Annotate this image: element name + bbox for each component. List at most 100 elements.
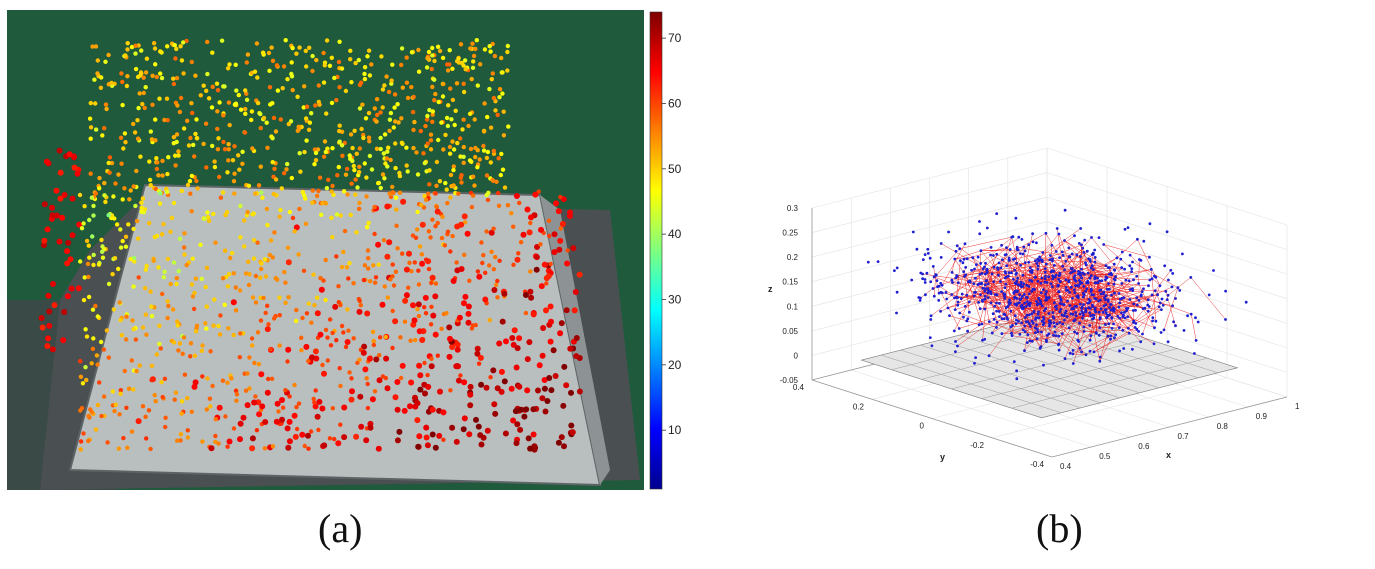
edge: [999, 303, 1005, 315]
point-a: [409, 269, 414, 274]
point-a: [215, 126, 220, 132]
point-a: [118, 227, 123, 232]
edge: [1027, 304, 1060, 323]
point-a: [158, 191, 163, 196]
point-a: [53, 212, 60, 219]
point-b: [951, 281, 954, 284]
point-a: [374, 119, 379, 124]
point-b: [1066, 288, 1070, 292]
point-a: [306, 358, 311, 364]
point-a: [263, 274, 269, 279]
edge: [1059, 318, 1112, 323]
point-a: [302, 84, 307, 89]
point-b: [1034, 259, 1037, 263]
point-a: [43, 158, 50, 165]
point-b: [923, 253, 927, 256]
point-b: [1137, 299, 1141, 302]
point-a: [329, 215, 334, 220]
point-a: [353, 433, 360, 440]
edge: [1021, 286, 1042, 294]
point-a: [204, 165, 209, 170]
point-a: [398, 335, 403, 340]
point-b: [1130, 267, 1134, 271]
point-a: [341, 330, 346, 335]
edge: [982, 288, 990, 322]
point-b: [1010, 271, 1013, 275]
point-a: [498, 172, 503, 178]
point-a: [169, 215, 175, 221]
point-a: [296, 252, 301, 257]
point-b: [1135, 296, 1139, 299]
point-b: [1002, 312, 1006, 316]
edge: [1092, 318, 1139, 332]
point-a: [338, 422, 343, 427]
point-a: [273, 177, 279, 182]
point-a: [125, 445, 130, 450]
point-a: [450, 278, 457, 284]
point-a: [299, 335, 304, 340]
point-a: [481, 129, 487, 134]
point-a: [484, 173, 490, 178]
point-a: [210, 50, 215, 55]
colorbar-tick-label: 60: [668, 96, 682, 110]
point-a: [516, 383, 523, 390]
point-a: [337, 128, 342, 134]
point-a: [286, 418, 293, 425]
caption-b: (b): [1036, 506, 1083, 551]
point-b: [1164, 290, 1168, 293]
point-a: [473, 322, 478, 328]
y-tick-label: -0.2: [970, 441, 984, 450]
point-b: [1062, 314, 1066, 317]
point-a: [407, 403, 413, 410]
point-a: [313, 158, 319, 163]
point-a: [120, 238, 125, 244]
point-b: [1127, 331, 1131, 335]
point-a: [528, 294, 535, 301]
point-a: [352, 167, 357, 173]
point-a: [458, 373, 463, 378]
point-b: [1042, 318, 1046, 321]
point-a: [103, 102, 109, 107]
point-a: [466, 123, 471, 129]
point-a: [243, 388, 249, 393]
point-a: [297, 45, 302, 50]
point-b: [1039, 301, 1042, 305]
point-a: [224, 210, 230, 215]
point-a: [101, 394, 107, 399]
point-a: [435, 220, 440, 226]
point-a: [103, 199, 108, 205]
point-a: [283, 38, 288, 43]
point-a: [95, 314, 101, 319]
point-a: [205, 215, 211, 220]
point-a: [208, 349, 213, 354]
point-a: [171, 340, 177, 345]
point-a: [488, 160, 493, 165]
point-b: [1043, 309, 1046, 312]
point-b: [1041, 323, 1045, 327]
point-b: [1000, 290, 1003, 293]
point-b: [929, 314, 933, 318]
point-a: [558, 320, 565, 327]
point-b: [1097, 333, 1101, 337]
point-a: [284, 167, 289, 172]
point-a: [176, 153, 181, 158]
point-b: [1014, 322, 1018, 325]
point-a: [467, 158, 473, 163]
point-b: [1055, 227, 1059, 230]
point-a: [576, 271, 583, 278]
point-a: [286, 438, 293, 445]
point-b: [1021, 328, 1025, 332]
point-b: [1019, 297, 1023, 301]
point-b: [932, 275, 936, 279]
point-a: [441, 81, 446, 87]
point-a: [137, 91, 142, 96]
edge: [980, 270, 1015, 295]
point-b: [1139, 294, 1143, 298]
point-a: [373, 356, 380, 363]
point-a: [174, 46, 179, 52]
point-a: [283, 388, 288, 393]
point-a: [460, 127, 465, 132]
point-a: [425, 56, 430, 61]
point-a: [77, 192, 83, 198]
point-b: [995, 212, 999, 215]
